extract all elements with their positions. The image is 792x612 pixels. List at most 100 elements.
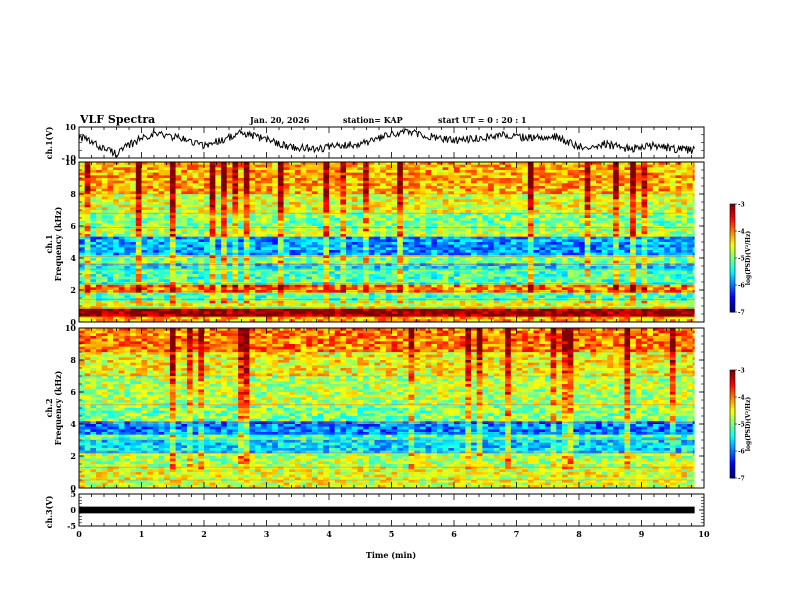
spectrogram-cell (527, 172, 534, 176)
spectrogram-cell (357, 250, 364, 254)
spectrogram-cell (465, 271, 472, 275)
spectrogram-cell (419, 223, 426, 227)
spectrogram-cell (482, 178, 489, 182)
spectrogram-cell (510, 162, 517, 166)
spectrogram-cell (323, 252, 330, 256)
spectrogram-cell (675, 202, 682, 206)
spectrogram-cell (539, 180, 546, 184)
spectrogram-cell (368, 186, 375, 190)
spectrogram-cell (118, 183, 125, 187)
spectrogram-cell (624, 212, 631, 216)
spectrogram-cell (493, 276, 500, 280)
spectrogram-cell (96, 276, 103, 280)
spectrogram-cell (397, 242, 404, 246)
spectrogram-cell (385, 266, 392, 270)
spectrogram-cell (647, 212, 654, 216)
spectrogram-cell (664, 250, 671, 254)
spectrogram-cell (561, 244, 569, 248)
spectrogram-cell (351, 164, 358, 168)
spectrogram-cell (579, 247, 586, 251)
spectrogram-cell (334, 252, 341, 256)
spectrogram-cell (669, 207, 676, 211)
spectrogram-cell (584, 172, 591, 176)
spectrogram-cell (613, 196, 620, 200)
spectrogram-cell (499, 186, 506, 190)
spectrogram-cell (294, 252, 301, 256)
spectrogram-cell (294, 236, 301, 240)
spectrogram-cell (113, 228, 120, 232)
spectrogram-cell (118, 170, 125, 174)
spectrogram-cell (425, 236, 432, 240)
spectrogram-cell (613, 180, 620, 184)
spectrogram-cell (641, 234, 648, 238)
spectrogram-cell (675, 252, 682, 256)
spectrogram-cell (618, 178, 625, 182)
spectrogram-cell (465, 231, 472, 235)
spectrogram-cell (198, 167, 205, 171)
spectrogram-cell (300, 231, 307, 235)
spectrogram-cell (363, 247, 370, 251)
spectrogram-cell (118, 178, 125, 182)
spectrogram-cell (118, 162, 125, 166)
spectrogram-cell (346, 215, 353, 219)
spectrogram-cell (471, 234, 478, 238)
spectrogram-cell (221, 196, 228, 200)
spectrogram-cell (550, 170, 557, 174)
spectrogram-cell (675, 228, 682, 232)
spectrogram-cell (141, 223, 148, 227)
spectrogram-cell (675, 263, 682, 267)
spectrogram-cell (243, 186, 250, 190)
spectrogram-cell (317, 255, 324, 259)
spectrogram-cell (272, 228, 279, 232)
spectrogram-cell (289, 183, 296, 187)
spectrogram-cell (527, 188, 534, 192)
spectrogram-cell (579, 215, 586, 219)
spectrogram-cell (243, 180, 250, 184)
spectrogram-cell (664, 167, 671, 171)
spectrogram-cell (635, 276, 642, 280)
spectrogram-cell (664, 271, 671, 275)
spectrogram-cell (641, 218, 648, 222)
spectrogram-cell (584, 234, 591, 238)
spectrogram-cell (544, 162, 551, 166)
spectrogram-cell (425, 212, 432, 216)
spectrogram-cell (664, 244, 671, 248)
spectrogram-cell (277, 274, 284, 278)
spectrogram-cell (266, 207, 273, 211)
spectrogram-cell (79, 236, 86, 240)
spectrogram-cell (647, 223, 654, 227)
spectrogram-cell (607, 244, 614, 248)
spectrogram-cell (465, 228, 472, 232)
spectrogram-cell (431, 162, 438, 166)
spectrogram-cell (260, 178, 267, 182)
spectrogram-cell (419, 247, 426, 251)
spectrogram-cell (425, 175, 432, 179)
spectrogram-cell (374, 215, 381, 219)
spectrogram-cell (533, 218, 540, 222)
spectrogram-cell (107, 202, 114, 206)
spectrogram-cell (204, 250, 211, 254)
spectrogram-cell (436, 274, 444, 278)
spectrogram-cell (408, 183, 415, 187)
spectrogram-cell (204, 218, 211, 222)
spectrogram-cell (306, 252, 313, 256)
spectrogram-cell (488, 207, 495, 211)
spectrogram-cell (209, 276, 216, 280)
spectrogram-cell (686, 164, 694, 168)
spectrogram-cell (391, 244, 398, 248)
spectrogram-cell (221, 220, 228, 224)
spectrogram-cell (266, 180, 273, 184)
spectrogram-cell (493, 188, 500, 192)
spectrogram-cell (431, 212, 438, 216)
spectrogram-cell (351, 266, 358, 270)
spectrogram-cell (249, 260, 256, 264)
spectrogram-cell (96, 236, 103, 240)
spectrogram-cell (607, 228, 614, 232)
spectrogram-cell (482, 191, 489, 195)
spectrogram-cell (607, 204, 614, 208)
spectrogram-cell (277, 164, 284, 168)
spectrogram-cell (630, 231, 637, 235)
spectrogram-cell (408, 231, 415, 235)
spectrogram-cell (311, 268, 319, 272)
spectrogram-cell (425, 228, 432, 232)
